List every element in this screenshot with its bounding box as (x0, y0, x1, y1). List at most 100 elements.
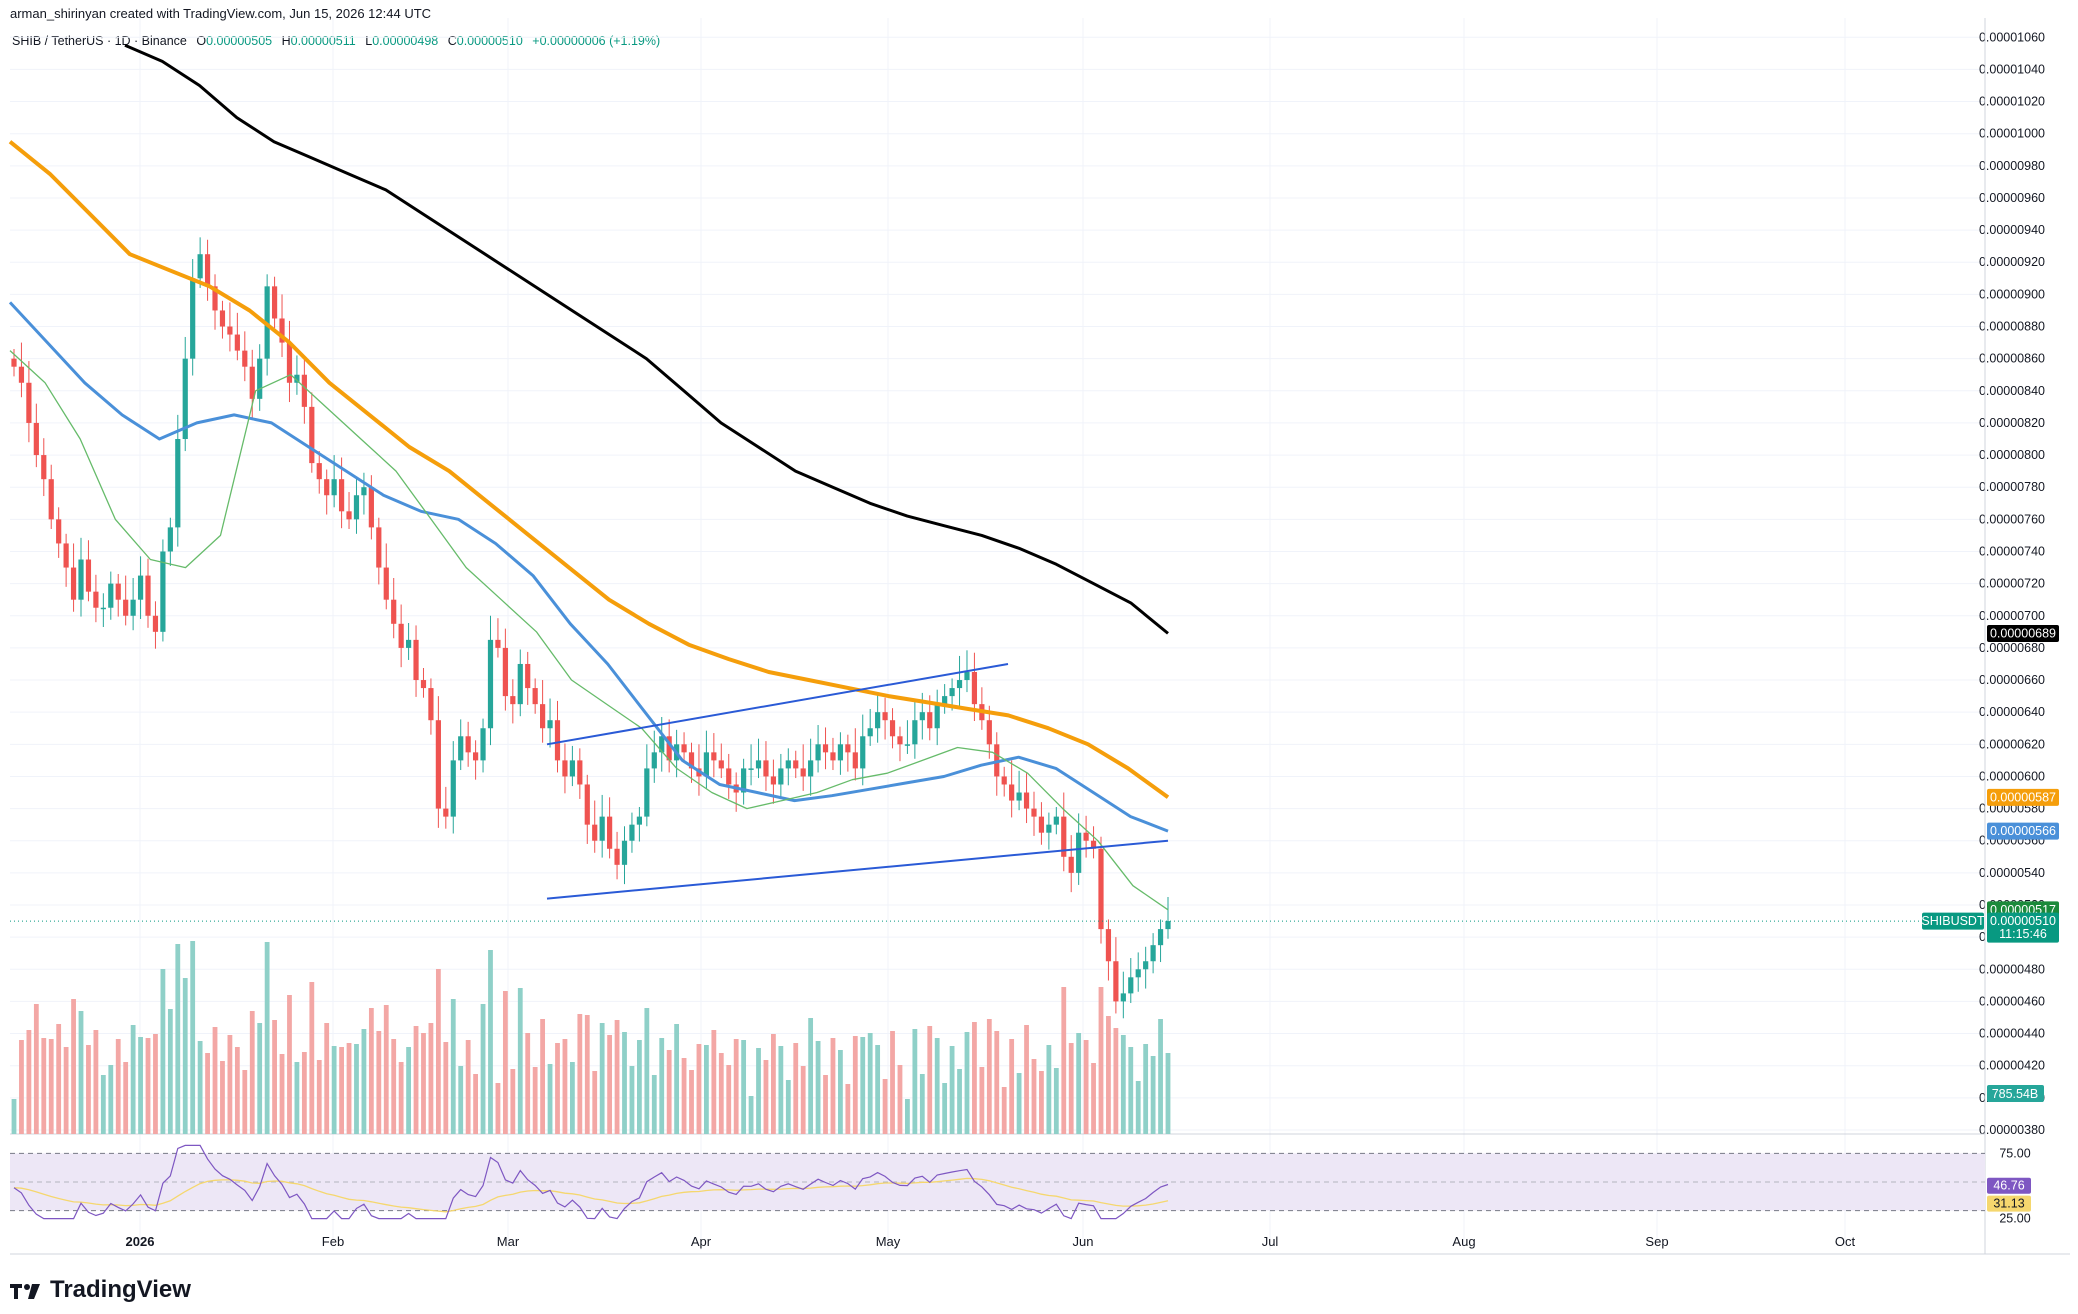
volume-bar (651, 1075, 657, 1134)
candle-body (718, 760, 724, 769)
volume-bar (182, 978, 188, 1134)
date-label: Jun (1073, 1234, 1094, 1249)
low-label: L (365, 34, 373, 48)
volume-bar (689, 1070, 694, 1134)
candle-body (450, 760, 456, 817)
volume-bar (11, 1099, 17, 1134)
candle-body (368, 487, 374, 528)
volume-tag-label: 785.54B (1992, 1087, 2039, 1101)
volume-bar (1001, 1087, 1007, 1134)
volume-bar (123, 1062, 129, 1134)
volume-bar (711, 1030, 717, 1134)
candle-body (137, 575, 144, 600)
volume-bar (905, 1099, 910, 1134)
tradingview-brand[interactable]: TradingView (10, 1276, 191, 1304)
volume-bar (674, 1024, 680, 1134)
candle-body (56, 519, 62, 544)
candle-body (845, 744, 851, 753)
price-tick-label: 0.00000380 (1979, 1123, 2045, 1137)
candle-body (562, 760, 568, 777)
candle-body (1135, 969, 1141, 978)
volume-bar (294, 1062, 300, 1134)
candle-body (636, 816, 642, 825)
price-tick-label: 0.00000620 (1979, 737, 2045, 751)
price-tick-label: 0.00000820 (1979, 416, 2045, 430)
volume-bar (205, 1053, 210, 1134)
volume-bar (383, 1005, 389, 1134)
candle-body (242, 350, 248, 367)
candle-body (614, 848, 620, 865)
volume-bar (301, 1052, 307, 1134)
volume-bar (532, 1067, 538, 1134)
date-label: Mar (497, 1234, 520, 1249)
volume-bar (614, 1020, 620, 1134)
candle-body (592, 824, 598, 841)
symbol-tag-label: SHIBUSDT (1921, 914, 1985, 928)
candle-body (331, 479, 337, 496)
price-tick-label: 0.00000800 (1979, 448, 2045, 462)
candle-body (666, 736, 672, 761)
candle-body (532, 688, 538, 705)
candle-body (294, 374, 300, 383)
high-label: H (281, 34, 291, 48)
volume-bar (815, 1041, 821, 1134)
candle-body (1016, 792, 1022, 801)
candle-body (659, 736, 665, 753)
candle-body (175, 439, 181, 528)
rsi-level-label: 75.00 (1999, 1146, 2030, 1160)
candle-body (554, 720, 561, 761)
price-tick-label: 0.00000660 (1979, 673, 2045, 687)
volume-bar (823, 1075, 828, 1134)
date-label: May (876, 1234, 901, 1249)
candle-body (942, 696, 948, 705)
candle-body (420, 680, 427, 689)
price-tick-label: 0.00000780 (1979, 480, 2045, 494)
volume-bar (785, 1080, 791, 1134)
volume-bar (1143, 1044, 1149, 1134)
volume-bar (986, 1019, 992, 1134)
candle-body (100, 607, 106, 610)
price-tag (1987, 624, 2059, 642)
price-tick-label: 0.00000920 (1979, 255, 2045, 269)
volume-bar (666, 1050, 672, 1134)
price-tick-label: 0.00001020 (1979, 95, 2045, 109)
candle-body (1157, 929, 1164, 946)
candle-body (919, 712, 925, 721)
volume-bar (555, 1043, 560, 1134)
candle-body (353, 495, 360, 520)
candle-body (629, 824, 635, 841)
candle-body (26, 382, 32, 423)
candle-body (837, 744, 844, 761)
volume-bar (354, 1044, 359, 1134)
volume-bar (502, 991, 508, 1134)
price-tick-label: 0.00000840 (1979, 384, 2045, 398)
volume-bar (979, 1067, 985, 1134)
candle-body (1031, 808, 1037, 817)
volume-bar (852, 1036, 858, 1134)
volume-bar (167, 1009, 173, 1134)
channel-trendline (546, 839, 1169, 900)
candle-body (167, 527, 173, 552)
volume-bar (778, 1046, 784, 1134)
candle-body (398, 623, 404, 648)
price-tick-label: 0.00000700 (1979, 609, 2045, 623)
volume-bar (1120, 1035, 1126, 1134)
candle-body (1098, 848, 1104, 930)
candle-body (1150, 945, 1156, 962)
candle-body (785, 760, 791, 769)
candle-body (964, 672, 970, 681)
volume-bar (584, 1015, 590, 1134)
candle-body (160, 551, 166, 632)
volume-bar (257, 1023, 263, 1134)
volume-bar (704, 1045, 709, 1134)
candle-body (1001, 776, 1007, 785)
volume-bar (78, 1011, 84, 1134)
volume-bar (592, 1071, 598, 1134)
candle-body (443, 808, 449, 817)
rsi-line (13, 1144, 1169, 1220)
candle-body (18, 366, 25, 383)
rsi-band (10, 1153, 1985, 1211)
candle-body (748, 768, 754, 770)
candle-body (1105, 929, 1112, 962)
